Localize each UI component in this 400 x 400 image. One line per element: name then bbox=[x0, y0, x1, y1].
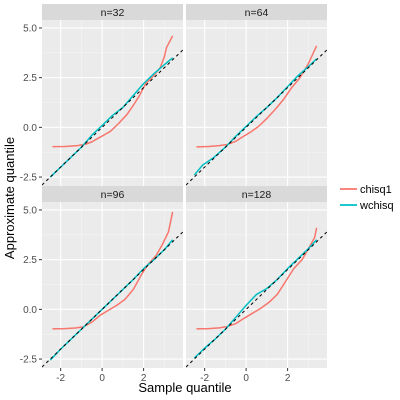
reference-line bbox=[42, 231, 183, 368]
x-tick-label: -2 bbox=[200, 373, 209, 384]
facet-strip bbox=[186, 4, 327, 20]
x-axis-label: Sample quantile bbox=[138, 380, 231, 395]
legend-label-chisq1: chisq1 bbox=[360, 184, 392, 196]
series-line-wchisq bbox=[193, 239, 318, 359]
y-tick-label: 5.0 bbox=[23, 205, 37, 216]
y-tick-label: -2.5 bbox=[20, 173, 38, 184]
panel-background bbox=[42, 202, 183, 368]
series-line-wchisq bbox=[193, 58, 318, 176]
facet-panel: n=128 -2 0 2 bbox=[186, 186, 327, 384]
facet-strip-label: n=64 bbox=[245, 7, 269, 19]
facet-strip-label: n=128 bbox=[242, 189, 272, 201]
facet-strip-label: n=32 bbox=[101, 7, 125, 19]
facet-panel: n=64 bbox=[186, 4, 327, 186]
y-tick-label: 2.5 bbox=[23, 255, 37, 266]
series-line-wchisq bbox=[49, 57, 174, 178]
series-line-chisq1 bbox=[196, 227, 318, 330]
panel-background bbox=[42, 20, 183, 186]
panel-background bbox=[186, 20, 327, 186]
x-tick-label: 0 bbox=[243, 373, 249, 384]
facet-panel: n=96 -2.5 0.0 2.5 5.0 -2 0 2 bbox=[20, 186, 183, 384]
y-tick-label: 0.0 bbox=[23, 123, 37, 134]
reference-line bbox=[186, 231, 327, 368]
x-tick-label: -2 bbox=[56, 373, 65, 384]
series-line-chisq1 bbox=[196, 45, 318, 148]
y-axis-label: Approximate quantile bbox=[2, 137, 17, 259]
x-tick-label: 2 bbox=[285, 373, 291, 384]
y-tick-label: 0.0 bbox=[23, 305, 37, 316]
x-tick-label: 0 bbox=[99, 373, 105, 384]
facet-panel: n=32 -2.5 0.0 2.5 5.0 bbox=[20, 4, 183, 186]
reference-line bbox=[42, 49, 183, 186]
legend-label-wchisq: wchisq bbox=[359, 200, 394, 212]
panel-background bbox=[186, 202, 327, 368]
facet-strip bbox=[186, 186, 327, 202]
facet-strip bbox=[42, 186, 183, 202]
reference-line bbox=[186, 49, 327, 186]
y-tick-label: 2.5 bbox=[23, 73, 37, 84]
y-tick-label: 5.0 bbox=[23, 23, 37, 34]
x-tick-label: 2 bbox=[141, 373, 147, 384]
facet-strip-label: n=96 bbox=[101, 189, 125, 201]
series-line-chisq1 bbox=[52, 211, 174, 330]
facet-strip bbox=[42, 4, 183, 20]
y-tick-label: -2.5 bbox=[20, 355, 38, 366]
legend: chisq1 wchisq bbox=[340, 184, 394, 212]
